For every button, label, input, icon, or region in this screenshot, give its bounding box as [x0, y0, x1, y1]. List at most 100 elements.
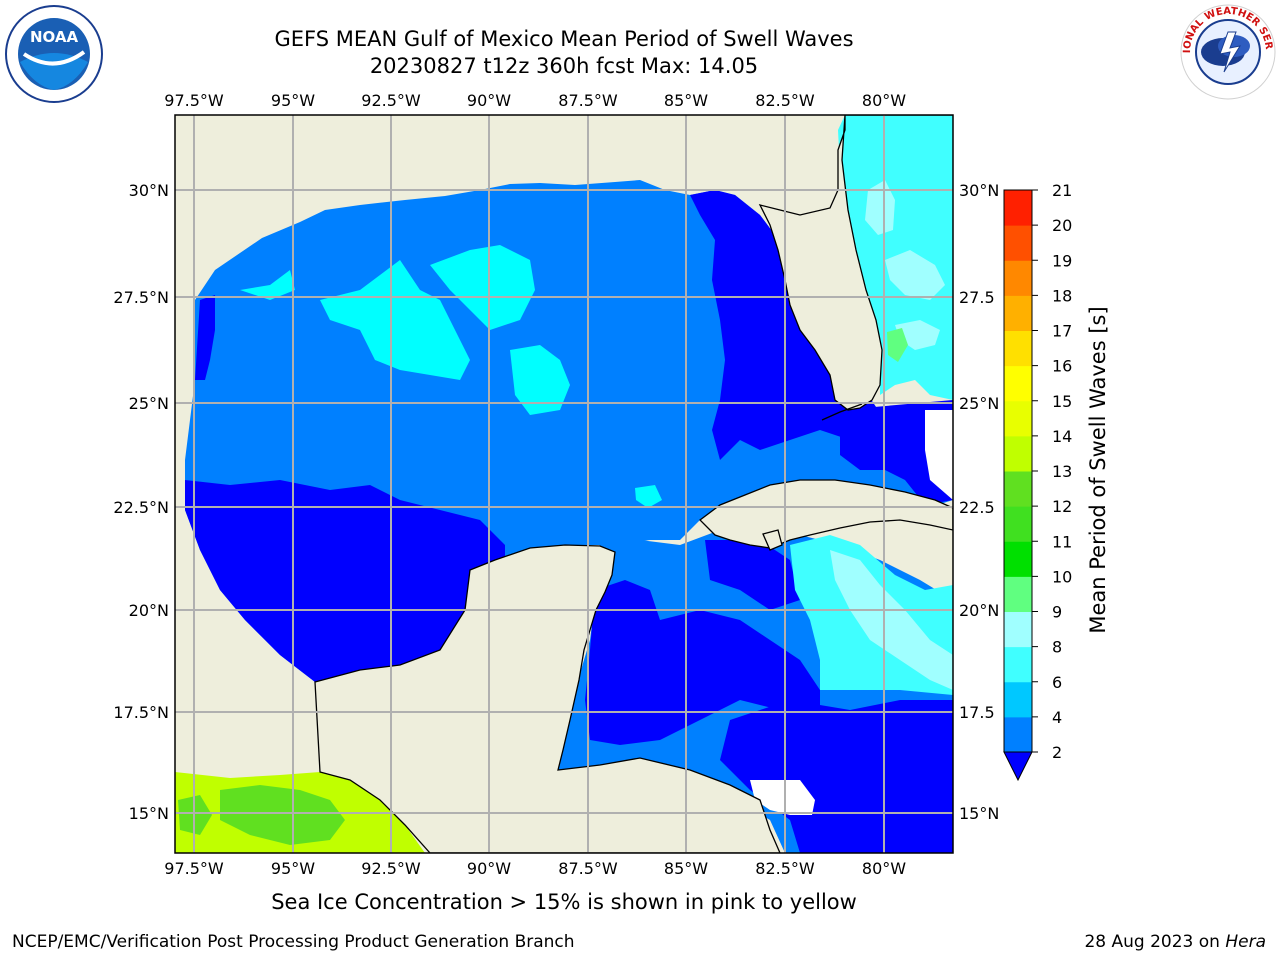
central-gulf-cyan-patch-4 — [240, 270, 295, 300]
map-gridlines — [175, 115, 953, 853]
colorbar-tick-label: 10 — [1052, 567, 1072, 586]
lat-labels-right: 30°N 27.5 25°N 22.5 20°N 17.5 15°N — [959, 181, 999, 823]
lon-label-bottom: 82.5°W — [755, 859, 815, 878]
lat-label-left: 30°N — [129, 181, 169, 200]
colorbar: 2 4 6 8 9 10 11 12 13 14 15 16 17 18 19 20 21 — [1003, 181, 1072, 782]
central-gulf-cyan-patch-5 — [635, 485, 662, 508]
colorbar-segment — [1004, 330, 1032, 367]
lon-label-bottom: 90°W — [467, 859, 511, 878]
colorbar-tick-label: 14 — [1052, 427, 1072, 446]
lat-label-left: 17.5°N — [113, 703, 169, 722]
central-gulf-cyan-patch-3 — [510, 345, 570, 415]
colorbar-segment — [1004, 576, 1032, 612]
colorbar-tick-label: 11 — [1052, 532, 1072, 551]
colorbar-tick-label: 18 — [1052, 286, 1072, 305]
lon-label-top: 92.5°W — [361, 91, 421, 110]
footer-machine: Hera — [1225, 932, 1266, 952]
lon-label-bottom: 97.5°W — [164, 859, 224, 878]
colorbar-segment — [1004, 506, 1032, 542]
lon-labels-top: 97.5°W 95°W 92.5°W 90°W 87.5°W 85°W 82.5… — [164, 91, 906, 110]
colorbar-tick-label: 8 — [1052, 638, 1062, 657]
colorbar-extend-triangle — [1003, 751, 1033, 782]
atlantic-green-patch — [887, 328, 908, 362]
nws-logo: NATIONAL WEATHER SERVICE — [1178, 2, 1276, 100]
west-gulf-low-period-strip — [195, 295, 215, 380]
page-subtitle: 20230827 t12z 360h fcst Max: 14.05 — [369, 54, 759, 78]
colorbar-segment — [1004, 541, 1032, 577]
lon-label-top: 82.5°W — [755, 91, 815, 110]
noaa-logo-text: NOAA — [30, 28, 79, 46]
missing-data-region-2 — [925, 410, 953, 500]
lon-label-bottom: 80°W — [862, 859, 906, 878]
sea-ice-note: Sea Ice Concentration > 15% is shown in … — [271, 890, 857, 914]
colorbar-segment — [1004, 295, 1032, 331]
caribbean-low-period-1 — [585, 580, 820, 745]
colorbar-tick-label: 20 — [1052, 216, 1072, 235]
atlantic-light-patch-1 — [865, 180, 895, 235]
lat-label-right: 15°N — [959, 804, 999, 823]
lat-label-left: 20°N — [129, 601, 169, 620]
colorbar-tick-label: 17 — [1052, 322, 1072, 341]
colorbar-tick-label: 12 — [1052, 497, 1072, 516]
colorbar-segment — [1004, 365, 1032, 402]
lat-labels-left: 30°N 27.5°N 25°N 22.5°N 20°N 17.5°N 15°N — [113, 181, 169, 823]
colorbar-tick-label: 19 — [1052, 251, 1072, 270]
footer-date: 28 Aug 2023 on Hera — [1084, 932, 1266, 952]
lon-label-bottom: 92.5°W — [361, 859, 421, 878]
map-area — [175, 115, 953, 853]
lon-label-top: 97.5°W — [164, 91, 224, 110]
florida-land — [758, 115, 953, 411]
lat-label-left: 25°N — [129, 394, 169, 413]
florida-shelf-low-period — [840, 400, 953, 505]
colorbar-tick-label: 21 — [1052, 181, 1072, 200]
lat-label-left: 22.5°N — [113, 498, 169, 517]
colorbar-tick-label: 2 — [1052, 743, 1062, 762]
east-caribbean-light-patch — [830, 550, 953, 690]
lon-labels-bottom: 97.5°W 95°W 92.5°W 90°W 87.5°W 85°W 82.5… — [164, 859, 906, 878]
lon-label-bottom: 87.5°W — [558, 859, 618, 878]
lon-label-top: 95°W — [271, 91, 315, 110]
map-frame — [174, 114, 954, 854]
lat-label-right: 22.5 — [959, 498, 995, 517]
caribbean-low-period-2 — [720, 700, 953, 853]
colorbar-segment — [1004, 611, 1032, 648]
lat-label-left: 15°N — [129, 804, 169, 823]
colorbar-segment — [1004, 646, 1032, 683]
colorbar-tick-label: 15 — [1052, 392, 1072, 411]
lon-label-top: 87.5°W — [558, 91, 618, 110]
colorbar-segment — [1004, 435, 1032, 472]
lon-label-top: 85°W — [664, 91, 708, 110]
colorbar-segment — [1004, 471, 1032, 507]
lat-label-right: 25°N — [959, 394, 999, 413]
lat-label-right: 30°N — [959, 181, 999, 200]
lon-label-bottom: 95°W — [271, 859, 315, 878]
lat-label-left: 27.5°N — [113, 288, 169, 307]
lat-label-right: 27.5 — [959, 288, 995, 307]
colorbar-tick-label: 9 — [1052, 603, 1062, 622]
colorbar-segment — [1004, 190, 1032, 226]
atlantic-light-patch-2 — [885, 250, 945, 300]
florida-keys — [821, 403, 863, 421]
colorbar-tick-label: 4 — [1052, 708, 1062, 727]
lon-label-top: 90°W — [467, 91, 511, 110]
footer-credit: NCEP/EMC/Verification Post Processing Pr… — [12, 932, 575, 952]
bay-of-campeche-low-period — [185, 480, 505, 682]
pacific-green-patch-1 — [220, 785, 345, 845]
colorbar-segment — [1004, 260, 1032, 296]
lon-label-top: 80°W — [862, 91, 906, 110]
colorbar-tick-label: 16 — [1052, 357, 1072, 376]
colorbar-segment — [1004, 400, 1032, 437]
central-gulf-cyan-patch-2 — [430, 245, 535, 330]
page-title: GEFS MEAN Gulf of Mexico Mean Period of … — [274, 27, 854, 51]
central-gulf-cyan-patch-1 — [320, 260, 470, 380]
colorbar-tick-label: 6 — [1052, 673, 1062, 692]
lon-label-bottom: 85°W — [664, 859, 708, 878]
missing-data-region-1 — [750, 780, 815, 815]
colorbar-segment — [1004, 716, 1032, 753]
lat-label-right: 20°N — [959, 601, 999, 620]
colorbar-label: Mean Period of Swell Waves [s] — [1086, 306, 1110, 633]
caribbean-low-period-3 — [705, 540, 800, 610]
lat-label-right: 17.5 — [959, 703, 995, 722]
colorbar-segment — [1004, 225, 1032, 261]
